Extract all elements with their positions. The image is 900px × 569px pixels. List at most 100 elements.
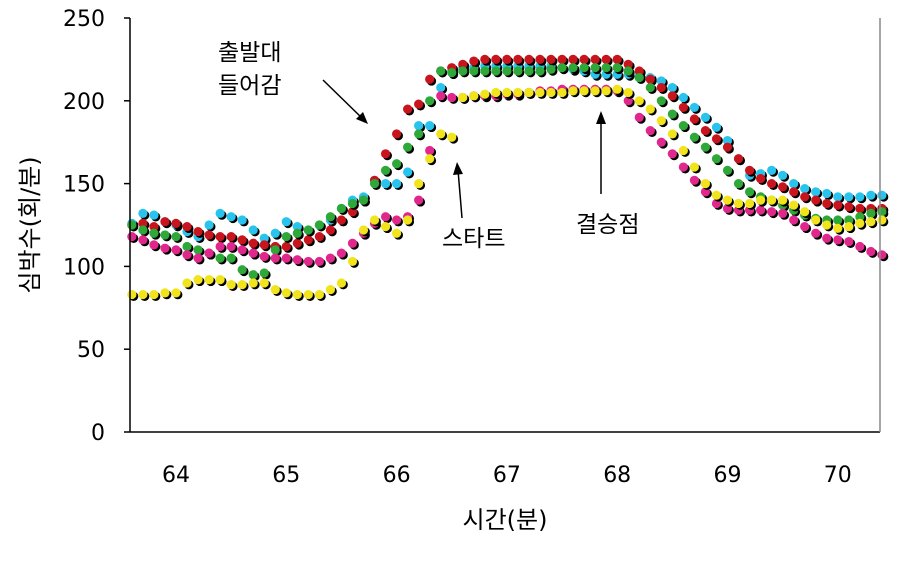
data-point-red	[502, 54, 512, 64]
data-point-cyan	[678, 92, 688, 103]
data-point-yellow	[127, 289, 137, 300]
data-point-green	[557, 63, 567, 73]
data-point-green	[171, 231, 181, 242]
x-tick-label: 66	[383, 463, 411, 488]
data-point-green	[601, 63, 611, 73]
data-point-magenta	[855, 241, 865, 252]
data-point-cyan	[700, 112, 711, 122]
data-point-red	[325, 225, 336, 235]
data-point-green	[546, 64, 556, 74]
data-point-yellow	[425, 154, 435, 164]
data-point-green	[414, 129, 424, 139]
data-point-red	[414, 99, 424, 109]
data-point-green	[667, 109, 677, 119]
data-point-yellow	[149, 289, 159, 300]
y-ticks: 0 50 100 150 200 250	[63, 7, 130, 446]
data-point-cyan	[138, 208, 148, 219]
data-point-red	[590, 54, 600, 64]
data-point-green	[844, 215, 854, 225]
data-point-green	[303, 225, 313, 235]
data-point-cyan	[392, 179, 402, 189]
data-point-red	[248, 238, 258, 248]
data-point-red	[722, 142, 733, 152]
data-point-yellow	[767, 195, 777, 205]
data-point-red	[678, 102, 688, 113]
data-point-cyan	[722, 135, 733, 146]
data-point-green	[855, 212, 865, 222]
data-point-magenta	[866, 246, 876, 257]
data-point-green	[877, 207, 887, 217]
data-point-green	[733, 179, 744, 189]
data-point-red	[480, 54, 490, 64]
data-point-green	[656, 96, 666, 106]
data-point-cyan	[226, 212, 236, 222]
data-point-red	[811, 195, 821, 205]
data-point-magenta	[645, 126, 655, 136]
data-point-cyan	[689, 102, 700, 113]
data-point-magenta	[336, 248, 347, 258]
data-point-magenta	[204, 248, 214, 258]
data-point-red	[171, 218, 181, 228]
data-point-cyan	[800, 183, 810, 194]
data-point-red	[733, 154, 744, 164]
data-point-green	[866, 208, 876, 219]
data-point-cyan	[667, 82, 677, 93]
data-point-magenta	[767, 207, 777, 217]
annotation-finish: 결승점	[576, 212, 639, 238]
data-point-yellow	[656, 116, 666, 126]
data-point-magenta	[755, 205, 766, 215]
data-point-yellow	[458, 92, 468, 103]
data-point-yellow	[822, 220, 832, 230]
y-tick-label: 0	[91, 421, 105, 446]
data-point-magenta	[778, 208, 788, 219]
data-point-yellow	[755, 195, 766, 205]
data-point-red	[193, 227, 203, 237]
data-point-red	[789, 187, 799, 197]
data-point-red	[778, 182, 788, 192]
data-point-green	[160, 230, 170, 240]
data-point-red	[711, 134, 722, 144]
data-point-magenta	[160, 243, 170, 253]
data-point-red	[281, 241, 291, 252]
data-point-green	[590, 63, 600, 73]
data-point-yellow	[270, 284, 280, 295]
data-point-yellow	[469, 91, 479, 101]
data-points	[127, 54, 889, 301]
x-axis-label: 시간(분)	[463, 506, 548, 534]
data-point-red	[546, 54, 556, 64]
data-point-red	[392, 129, 402, 139]
data-point-red	[425, 74, 435, 84]
data-point-red	[336, 215, 347, 225]
data-point-yellow	[789, 200, 799, 210]
data-point-yellow	[866, 217, 876, 227]
data-point-yellow	[579, 86, 589, 96]
data-point-yellow	[380, 222, 391, 232]
data-point-magenta	[689, 175, 700, 185]
data-point-magenta	[226, 241, 236, 252]
data-point-red	[535, 54, 545, 64]
data-point-cyan	[844, 192, 854, 202]
data-point-green	[711, 154, 722, 164]
data-point-red	[855, 203, 865, 214]
data-point-red	[579, 54, 589, 64]
data-point-cyan	[866, 190, 876, 200]
x-tick-label: 70	[824, 463, 852, 488]
data-point-yellow	[303, 289, 313, 300]
data-point-magenta	[667, 149, 677, 159]
data-point-yellow	[833, 223, 843, 233]
data-point-yellow	[535, 87, 545, 98]
y-tick-label: 100	[63, 255, 105, 280]
data-point-red	[292, 238, 302, 248]
arrow-icon	[322, 79, 368, 124]
data-point-cyan	[436, 82, 446, 93]
arrow-icon	[453, 162, 463, 219]
data-point-green	[612, 63, 622, 73]
data-point-magenta	[215, 241, 225, 252]
y-tick-label: 250	[63, 7, 105, 32]
data-point-yellow	[557, 87, 567, 98]
data-point-green	[193, 245, 203, 255]
x-tick-label: 64	[162, 463, 190, 488]
data-point-yellow	[667, 129, 677, 139]
data-point-red	[314, 231, 324, 242]
data-point-yellow	[689, 162, 700, 172]
